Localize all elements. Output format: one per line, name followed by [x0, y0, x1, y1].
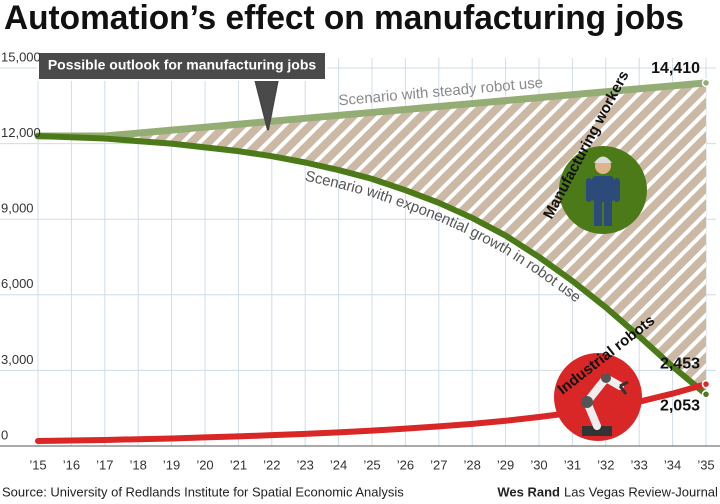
area-layer: [38, 82, 706, 395]
end-dot: [701, 379, 711, 389]
callout: Possible outlook for manufacturing jobs: [37, 51, 327, 131]
y-tick-label: 6,000: [1, 276, 34, 291]
source: Source: University of Redlands Institute…: [2, 484, 404, 499]
x-tick-label: ’33: [631, 457, 648, 472]
y-tick-label: 3,000: [1, 352, 34, 367]
value-label: 14,410: [651, 60, 700, 77]
worker-icon: [559, 146, 647, 234]
credit-name: Wes Rand: [497, 484, 560, 499]
x-tick-label: ’30: [530, 457, 547, 472]
value-label: 2,053: [660, 397, 700, 414]
series-line: [35, 133, 709, 398]
x-tick-label: ’27: [430, 457, 447, 472]
x-tick-label: ’22: [263, 457, 280, 472]
chart-title: Automation’s effect on manufacturing job…: [4, 0, 684, 37]
x-tick-label: ’17: [96, 457, 113, 472]
x-tick-label: ’32: [597, 457, 614, 472]
y-tick-label: 9,000: [1, 201, 34, 216]
x-tick-label: ’20: [196, 457, 213, 472]
x-tick-label: ’35: [697, 457, 714, 472]
y-tick-label: 12,000: [1, 125, 41, 140]
gap-area: [38, 82, 706, 395]
x-tick-label: ’34: [664, 457, 681, 472]
x-tick-label: ’23: [297, 457, 314, 472]
value-label: 2,453: [660, 355, 700, 372]
x-tick-label: ’21: [230, 457, 247, 472]
y-tick-label: 0: [1, 427, 8, 442]
x-tick-label: ’26: [397, 457, 414, 472]
end-dot: [701, 78, 711, 88]
x-tick-label: ’19: [163, 457, 180, 472]
series-line: [34, 79, 710, 140]
x-tick-label: ’25: [363, 457, 380, 472]
x-tick-label: ’18: [130, 457, 147, 472]
credit-org: Las Vegas Review-Journal: [564, 484, 718, 499]
y-tick-label: 15,000: [1, 49, 41, 64]
robot-icon: [554, 353, 642, 441]
x-tick-label: ’16: [63, 457, 80, 472]
callout-text: Possible outlook for manufacturing jobs: [48, 57, 317, 73]
end-dot: [701, 390, 711, 399]
x-tick-label: ’24: [330, 457, 347, 472]
x-tick-label: ’29: [497, 457, 514, 472]
x-tick-label: ’31: [564, 457, 581, 472]
x-tick-label: ’28: [464, 457, 481, 472]
x-tick-label: ’15: [29, 457, 46, 472]
